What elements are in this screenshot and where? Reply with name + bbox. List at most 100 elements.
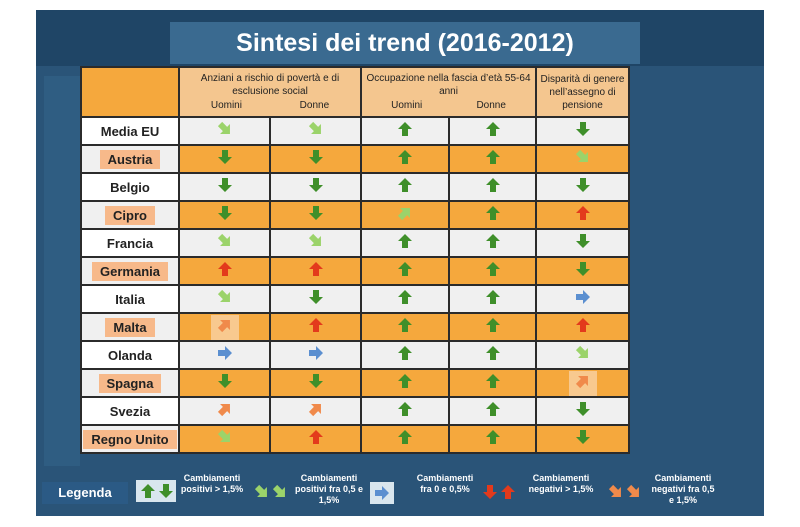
trend-arrow-icon (308, 233, 324, 249)
trend-cell (268, 340, 363, 370)
trend-cell (448, 424, 538, 454)
trend-arrow-icon (485, 177, 501, 193)
trend-arrow-icon (217, 233, 233, 249)
trend-arrow-icon (217, 289, 233, 305)
trend-cell (535, 368, 631, 398)
trend-cell (178, 424, 271, 454)
trend-cell (448, 144, 538, 174)
trend-cell (448, 396, 538, 426)
trend-cell (535, 424, 631, 454)
trend-arrow-icon (575, 345, 591, 361)
trend-arrow-icon (397, 233, 413, 249)
trend-arrow-icon (217, 401, 233, 417)
country-label: Olanda (107, 347, 153, 363)
trend-arrow-icon (397, 317, 413, 333)
trend-cell (448, 256, 538, 286)
country-cell: Spagna (80, 368, 180, 398)
country-label: Cipro (105, 205, 155, 225)
trend-cell (360, 200, 451, 230)
trend-arrow-icon (485, 261, 501, 277)
trend-cell (178, 172, 271, 202)
trend-cell (268, 312, 363, 342)
trend-cell (268, 256, 363, 286)
legend-positive-big-text: Cambiamenti positivi > 1,5% (176, 470, 248, 508)
trend-arrow-icon (485, 429, 501, 445)
trend-cell (448, 200, 538, 230)
country-cell: Germania (80, 256, 180, 286)
country-label: Austria (99, 149, 161, 169)
trend-arrow-icon (217, 177, 233, 193)
trend-cell (448, 312, 538, 342)
country-label: Italia (115, 291, 145, 307)
trend-arrow-icon (575, 149, 591, 165)
arrow-right-icon (374, 485, 390, 501)
header-employment-men: Uomini (391, 100, 423, 111)
country-cell: Austria (80, 144, 180, 174)
trend-arrow-icon (217, 149, 233, 165)
header-pension-gap: Disparità di genere nell’assegno di pens… (535, 66, 631, 118)
trend-cell (178, 116, 271, 146)
country-label: Francia (106, 235, 154, 251)
trend-arrow-icon (217, 121, 233, 137)
trend-cell (535, 284, 631, 314)
trend-cell (360, 116, 451, 146)
legend-neutral-text: Cambiamenti fra 0 e 0,5% (408, 470, 482, 500)
trend-arrow-icon (217, 261, 233, 277)
table-body: Media EU Austria Belgio Cipro Francia Germani… (80, 116, 631, 454)
trend-cell (268, 284, 363, 314)
header-poverty-men: Uomini (210, 100, 242, 111)
legend-negative-small-icons (608, 484, 642, 500)
trend-arrow-icon (217, 345, 233, 361)
trend-arrow-icon (575, 401, 591, 417)
trend-cell (360, 144, 451, 174)
trend-arrow-icon (397, 289, 413, 305)
trend-arrow-icon (397, 345, 413, 361)
table-row: Malta (80, 312, 631, 342)
trend-arrow-icon (308, 429, 324, 445)
arrow-down-right-icon (272, 484, 288, 500)
country-cell: Regno Unito (80, 424, 180, 454)
trend-arrow-icon (575, 289, 591, 305)
trend-cell (448, 172, 538, 202)
trend-arrow-icon (308, 261, 324, 277)
trend-arrow-icon (308, 373, 324, 389)
trend-arrow-icon (575, 177, 591, 193)
trend-arrow-icon (217, 317, 233, 333)
table-row: Spagna (80, 368, 631, 398)
trend-arrow-icon (308, 289, 324, 305)
trend-cell (535, 312, 631, 342)
table-row: Media EU (80, 116, 631, 146)
trend-arrow-icon (485, 121, 501, 137)
trend-cell (360, 312, 451, 342)
arrow-down-right-icon (608, 484, 624, 500)
trend-arrow-icon (308, 149, 324, 165)
trend-arrow-icon (217, 373, 233, 389)
trend-arrow-icon (397, 373, 413, 389)
trend-cell (178, 200, 271, 230)
trend-arrow-icon (485, 345, 501, 361)
trend-cell (268, 200, 363, 230)
country-label: Media EU (100, 123, 160, 139)
country-label: Spagna (98, 373, 162, 393)
table-row: Regno Unito (80, 424, 631, 454)
table-row: Svezia (80, 396, 631, 426)
country-label: Svezia (109, 403, 151, 419)
trend-cell (360, 340, 451, 370)
arrow-down-right-icon (254, 484, 270, 500)
trend-cell (535, 340, 631, 370)
country-cell: Cipro (80, 200, 180, 230)
arrow-up-icon (140, 483, 156, 499)
trend-cell (448, 116, 538, 146)
trend-cell (360, 396, 451, 426)
table-row: Olanda (80, 340, 631, 370)
arrow-down-icon (482, 484, 498, 500)
trend-arrow-icon (575, 373, 591, 389)
trend-cell (535, 116, 631, 146)
table-row: Germania (80, 256, 631, 286)
trend-cell (448, 340, 538, 370)
trend-arrow-icon (575, 261, 591, 277)
trend-cell (535, 396, 631, 426)
country-cell: Francia (80, 228, 180, 258)
trend-arrow-icon (217, 429, 233, 445)
trend-cell (535, 172, 631, 202)
